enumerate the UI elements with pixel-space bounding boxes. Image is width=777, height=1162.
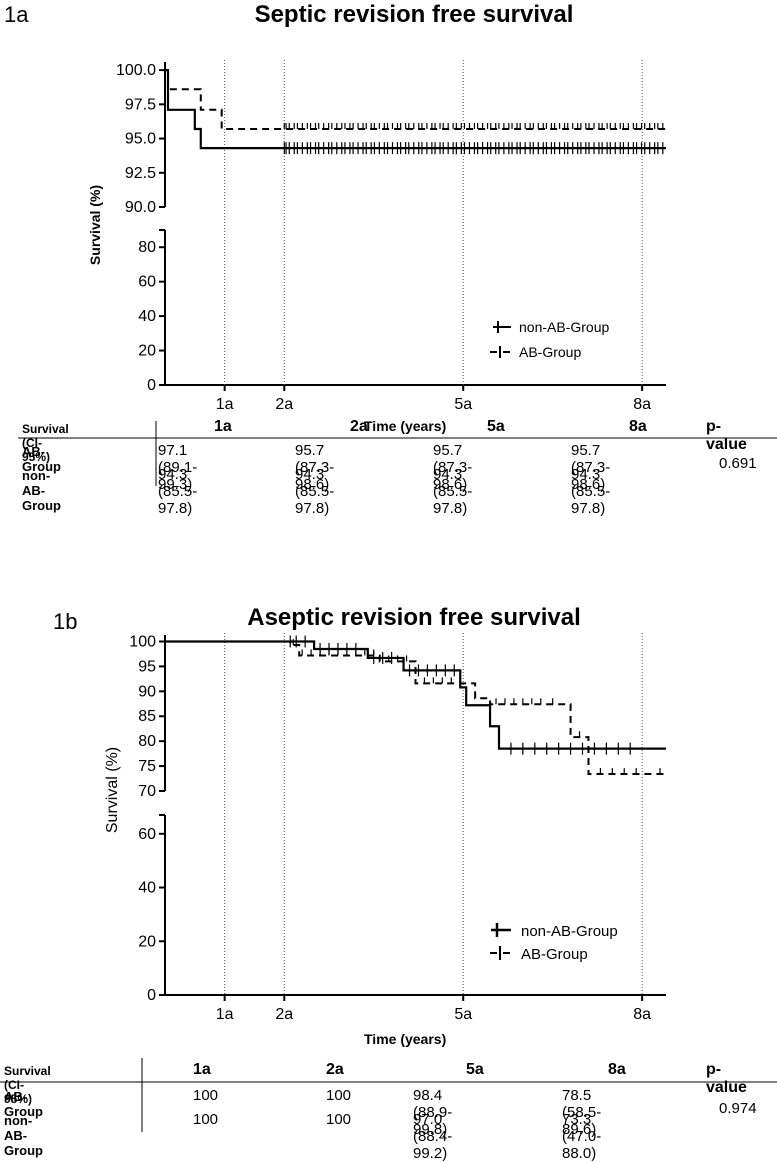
chart-1a: 1a Septic revision free survival Surviva… [4,1,666,413]
table-cell: 94.3 (85.5-97.8) [158,466,198,517]
y-tick-label: 20 [138,343,156,360]
table-row-label-non-ab-1a: non-AB-Group [22,468,61,513]
y-tick-label: 75 [138,758,156,775]
table-cell: 100 [326,1111,352,1128]
table-header-8a-1b: 8a [608,1061,626,1078]
survival-line-ab-group [165,640,666,776]
table-header-1a-1a: 1a [214,418,232,435]
y-tick-label: 90 [138,683,156,700]
table-header-8a-1a: 8a [629,418,647,435]
table-row-label-ab-1b: AB-Group [4,1089,43,1119]
y-tick-label: 95.0 [125,131,156,148]
y-tick-label: 80 [138,733,156,750]
y-axis-label-1b: Survival (%) [104,747,121,833]
y-tick-label: 0 [147,377,156,394]
y-tick-label: 0 [147,987,156,1004]
p-value-1b: 0.974 [719,1100,757,1117]
table-header-label-1a: Survival (CI-95%) [22,422,69,464]
y-tick-label: 97.5 [125,96,156,113]
table-cell: 100 [193,1087,219,1104]
table-header-pvalue-1b: p-value [706,1061,747,1096]
table-header-2a-1a: 2a [350,418,368,435]
x-tick-label: 1a [216,396,234,413]
y-tick-label: 85 [138,708,156,725]
y-tick-label: 100 [129,633,156,650]
panel-label-1b: 1b [53,609,77,634]
y-tick-label: 20 [138,933,156,950]
table-lines-1b [0,1058,777,1132]
x-tick-label: 8a [633,396,651,413]
legend-non-ab-1a: non-AB-Group [519,319,609,335]
x-tick-label: 1a [216,1006,234,1023]
table-cell: 94.3 (85.5-97.8) [295,466,335,517]
x-tick-label: 5a [454,396,472,413]
table-cell: 97.0 (88.4-99.2) [413,1111,453,1162]
x-tick-label: 8a [633,1006,651,1023]
x-tick-label: 5a [454,1006,472,1023]
y-tick-label: 92.5 [125,165,156,182]
y-tick-label: 40 [138,308,156,325]
table-cell: 94.3 (85.5-97.8) [571,466,611,517]
x-tick-label: 2a [275,396,293,413]
table-header-1a-1b: 1a [193,1061,211,1078]
survival-line-ab-group [165,69,666,130]
table-header-5a-1b: 5a [466,1061,484,1078]
y-tick-label: 90.0 [125,199,156,216]
chart-title-1a: Septic revision free survival [255,1,574,28]
legend-ab-1b: AB-Group [521,946,588,963]
chart-1b: 1b Aseptic revision free survival Surviv… [53,604,666,1023]
table-cell: 95.7 (87.3-98.6) [433,442,473,493]
table-header-label-1b: Survival (CI-95%) [4,1064,51,1106]
table-header-5a-1a: 5a [487,418,505,435]
y-tick-label: 60 [138,826,156,843]
y-axis-label-1a: Survival (%) [87,185,103,265]
survival-line-non-ab-group [165,69,666,150]
x-tick-label: 2a [275,1006,293,1023]
y-tick-label: 80 [138,239,156,256]
table-cell: 95.7 (87.3-98.6) [295,442,335,493]
y-tick-label: 100.0 [116,62,156,79]
legend-1b: non-AB-Group AB-Group [490,923,618,963]
y-tick-label: 60 [138,274,156,291]
x-axis-title-1a: Time (years) [364,418,447,434]
table-cell: 97.1 (89.1-99.3) [158,442,198,493]
panel-label-1a: 1a [4,2,29,27]
y-tick-label: 95 [138,658,156,675]
table-cell: 95.7 (87.3-98.6) [571,442,611,493]
y-tick-label: 70 [138,783,156,800]
chart-title-1b: Aseptic revision free survival [247,604,581,631]
table-row-label-non-ab-1b: non-AB-Group [4,1113,43,1158]
survival-line-non-ab-group [165,640,666,750]
table-cell: 100 [193,1111,219,1128]
x-axis-title-1b: Time (years) [364,1031,447,1047]
y-tick-label: 40 [138,880,156,897]
table-header-pvalue-1a: p-value [706,418,747,453]
legend-1a: non-AB-Group AB-Group [490,319,609,360]
table-row-label-ab-1a: AB-Group [22,444,61,474]
legend-ab-1a: AB-Group [519,344,581,360]
legend-non-ab-1b: non-AB-Group [521,923,618,940]
table-cell: 94.3 (85.5-97.8) [433,466,473,517]
table-cell: 100 [326,1087,352,1104]
table-lines-1a [18,421,777,486]
table-header-2a-1b: 2a [326,1061,344,1078]
table-cell: 73.3 (47.0-88.0) [562,1111,602,1162]
p-value-1a: 0.691 [719,455,757,472]
